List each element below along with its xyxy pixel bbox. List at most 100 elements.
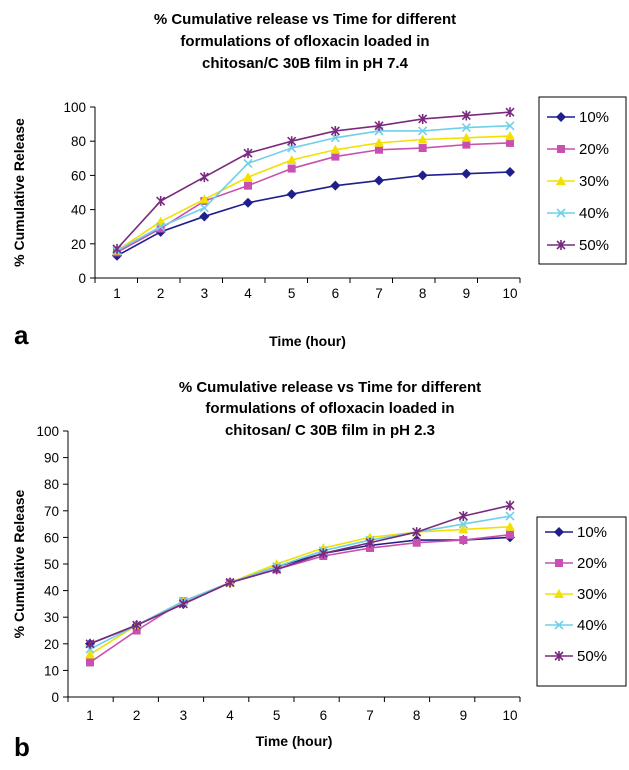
data-point — [330, 125, 340, 136]
x-tick-label: 2 — [157, 286, 165, 301]
y-tick-label: 50 — [44, 557, 59, 572]
data-point — [461, 132, 472, 142]
series-50-pct — [85, 500, 515, 649]
x-tick-label: 4 — [244, 286, 252, 301]
legend-label: 50% — [579, 237, 609, 254]
legend-marker — [554, 527, 564, 537]
data-point — [458, 519, 468, 529]
chart-title-line: % Cumulative release vs Time for differe… — [154, 11, 456, 28]
legend-entry: 10% — [547, 109, 609, 126]
y-axis-label: % Cumulative Release — [11, 118, 27, 267]
chart-title-line: formulations of ofloxacin loaded in — [205, 400, 454, 417]
x-tick-label: 6 — [332, 286, 340, 301]
data-point — [505, 166, 515, 177]
data-point — [318, 548, 328, 559]
legend: 10% 20% 30% 40% 50% — [538, 96, 627, 265]
series-10-pct — [112, 166, 515, 261]
data-point — [330, 133, 340, 143]
chart-title-line: % Cumulative release vs Time for differe… — [179, 379, 481, 396]
data-point — [506, 530, 514, 539]
series-40-pct — [85, 511, 515, 654]
data-point — [272, 564, 282, 575]
data-point — [458, 511, 468, 522]
legend-marker — [557, 145, 565, 153]
legend-entry: 20% — [545, 555, 607, 572]
series-line — [116, 135, 511, 252]
y-tick-label: 80 — [44, 477, 59, 492]
panel-label: a — [14, 320, 29, 350]
x-tick-label: 7 — [366, 708, 374, 723]
data-point — [412, 527, 422, 538]
data-point — [418, 126, 428, 136]
data-point — [112, 243, 122, 254]
y-tick-label: 90 — [44, 451, 59, 466]
x-tick-label: 8 — [413, 708, 421, 723]
legend: 10% 20% 30% 40% 50% — [536, 516, 627, 687]
data-point — [461, 122, 471, 133]
series-30-pct — [85, 521, 515, 659]
series-line — [116, 111, 511, 250]
series-line — [116, 142, 511, 254]
y-tick-label: 0 — [51, 690, 59, 705]
legend-entry: 30% — [545, 586, 607, 603]
x-tick-label: 1 — [113, 286, 121, 301]
panel-label: b — [14, 732, 30, 762]
data-point — [506, 138, 514, 147]
x-axis-label: Time (hour) — [269, 333, 346, 349]
legend-marker — [556, 240, 566, 250]
x-axis-label: Time (hour) — [256, 733, 333, 749]
legend-label: 40% — [579, 205, 609, 222]
legend-label: 40% — [577, 617, 607, 634]
data-point — [374, 175, 384, 186]
legend-entry: 40% — [547, 205, 609, 222]
y-axis-label: % Cumulative Release — [11, 489, 27, 638]
series-line — [89, 533, 511, 664]
data-point — [199, 194, 210, 204]
legend-label: 50% — [577, 648, 607, 665]
x-tick-label: 8 — [419, 286, 427, 301]
series-20-pct — [113, 138, 514, 257]
data-point — [287, 164, 296, 173]
chart-panel-a: % Cumulative release vs Time for differe… — [11, 11, 627, 350]
y-tick-label: 60 — [71, 168, 86, 183]
data-point — [85, 638, 95, 649]
x-tick-label: 9 — [463, 286, 471, 301]
legend-label: 30% — [579, 173, 609, 190]
data-point — [505, 500, 515, 511]
x-tick-label: 4 — [226, 708, 234, 723]
series-line — [89, 504, 511, 645]
data-point — [243, 197, 253, 208]
data-point — [418, 113, 428, 124]
chart-title-line: formulations of ofloxacin loaded in — [180, 33, 429, 50]
data-point — [156, 224, 165, 233]
legend-marker — [556, 112, 566, 122]
series-20-pct — [86, 530, 514, 667]
data-point — [132, 626, 141, 635]
y-tick-label: 40 — [71, 203, 86, 218]
y-tick-label: 10 — [44, 663, 59, 678]
chart-title-line: chitosan/C 30B film in pH 7.4 — [202, 55, 409, 72]
x-tick-label: 5 — [273, 708, 281, 723]
data-point — [199, 172, 209, 183]
series-30-pct — [112, 131, 515, 255]
y-tick-label: 80 — [71, 134, 86, 149]
y-tick-label: 100 — [36, 424, 59, 439]
data-point — [330, 144, 341, 154]
data-point — [225, 577, 235, 588]
x-tick-label: 5 — [288, 286, 296, 301]
x-tick-label: 1 — [86, 708, 94, 723]
legend-entry: 20% — [547, 141, 609, 158]
data-point — [459, 536, 468, 545]
legend-label: 20% — [577, 555, 607, 572]
x-tick-label: 3 — [180, 708, 188, 723]
chart-title-line: chitosan/ C 30B film in pH 2.3 — [225, 422, 435, 439]
data-point — [374, 137, 384, 147]
data-point — [156, 196, 166, 207]
data-point — [365, 537, 375, 548]
legend-marker — [554, 620, 564, 630]
series-line — [116, 171, 511, 257]
series-10-pct — [85, 532, 515, 649]
legend-marker — [554, 589, 564, 598]
legend-marker — [556, 176, 566, 185]
